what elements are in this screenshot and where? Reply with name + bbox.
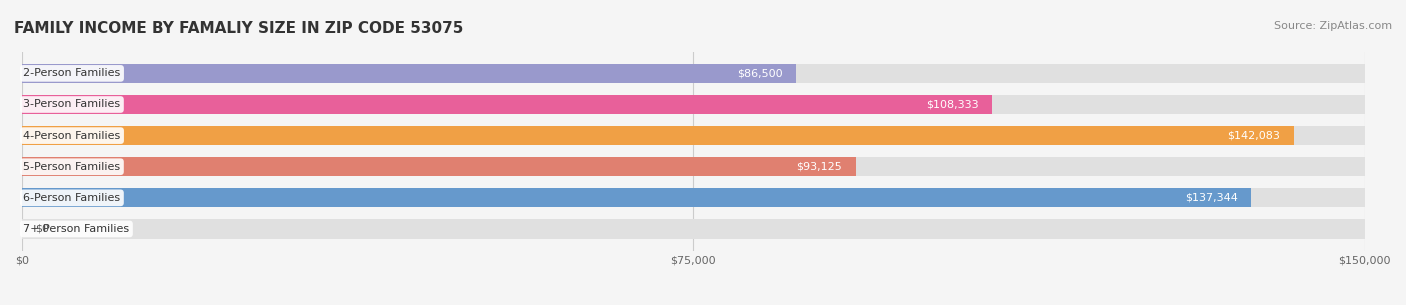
Text: $137,344: $137,344 xyxy=(1185,193,1239,203)
Text: 5-Person Families: 5-Person Families xyxy=(24,162,121,172)
Text: 6-Person Families: 6-Person Families xyxy=(24,193,121,203)
Text: $86,500: $86,500 xyxy=(737,68,783,78)
Text: $108,333: $108,333 xyxy=(925,99,979,109)
Bar xyxy=(22,126,1365,145)
Bar xyxy=(22,188,1251,207)
Bar xyxy=(22,126,1294,145)
Text: 2-Person Families: 2-Person Families xyxy=(24,68,121,78)
Text: $142,083: $142,083 xyxy=(1227,131,1281,141)
Bar xyxy=(22,157,856,176)
Bar xyxy=(22,95,1365,114)
Bar xyxy=(22,188,1365,207)
Bar xyxy=(22,95,991,114)
Text: 7+ Person Families: 7+ Person Families xyxy=(24,224,129,234)
Bar xyxy=(22,157,1365,176)
Text: $0: $0 xyxy=(35,224,49,234)
Bar xyxy=(22,64,796,83)
Text: 4-Person Families: 4-Person Families xyxy=(24,131,121,141)
Text: Source: ZipAtlas.com: Source: ZipAtlas.com xyxy=(1274,21,1392,31)
Bar xyxy=(22,64,1365,83)
Text: $93,125: $93,125 xyxy=(796,162,842,172)
Text: 3-Person Families: 3-Person Families xyxy=(24,99,121,109)
Bar xyxy=(22,219,1365,239)
Text: FAMILY INCOME BY FAMALIY SIZE IN ZIP CODE 53075: FAMILY INCOME BY FAMALIY SIZE IN ZIP COD… xyxy=(14,21,464,36)
